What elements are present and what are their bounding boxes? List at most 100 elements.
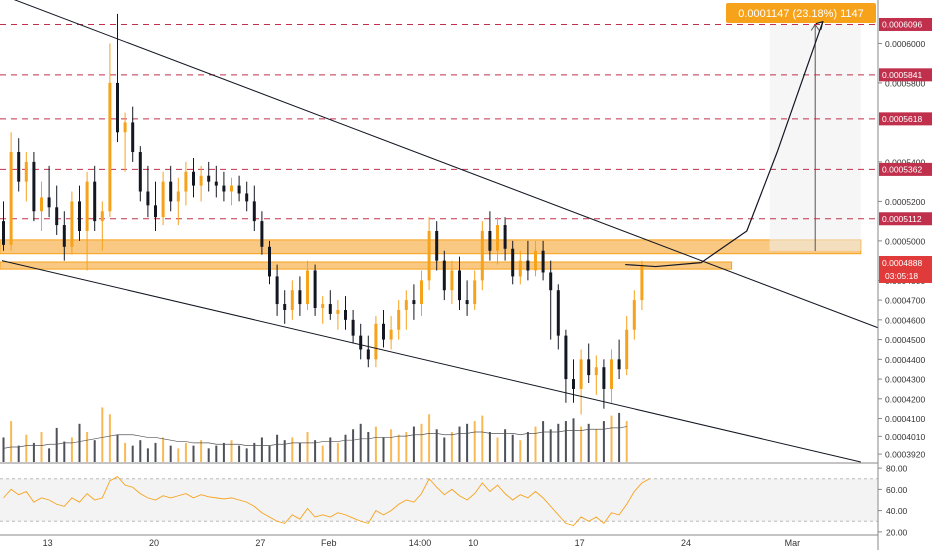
candle-body [306, 270, 309, 305]
volume-bar [466, 423, 469, 462]
volume-bar [314, 440, 317, 462]
candle-body [572, 379, 575, 389]
volume-bar [268, 445, 271, 462]
measure-label-box [726, 3, 876, 23]
volume-bar [481, 415, 484, 462]
rsi-tick-label: 60.00 [886, 485, 908, 495]
volume-bar [200, 440, 203, 462]
volume-bar [557, 423, 560, 462]
candle-body [458, 270, 461, 301]
volume-bar [359, 423, 362, 462]
trendline-0 [13, 0, 899, 337]
candle-body [488, 231, 492, 251]
candle-body [503, 225, 507, 249]
candle-body [351, 319, 355, 336]
volume-bar [86, 432, 89, 462]
candle-body [389, 329, 393, 340]
volume-bar [32, 442, 35, 462]
volume-bar [230, 440, 233, 462]
level-price-tag-1 [879, 68, 932, 82]
volume-bar [124, 442, 127, 462]
zone-1 [0, 261, 733, 270]
candle-body [450, 270, 454, 291]
trendlines[interactable] [0, 0, 899, 463]
volume-bar [162, 437, 165, 462]
rsi-tick-label: 40.00 [886, 506, 908, 516]
volume-bar [336, 442, 339, 462]
current-price-label: 0.0004888 [882, 258, 922, 268]
candle-body [85, 181, 89, 231]
candle-body [154, 205, 157, 218]
time-tick-label: Feb [321, 538, 337, 548]
candle-body [404, 300, 408, 310]
volume-bar [405, 432, 408, 462]
candles [2, 13, 644, 415]
candle-body [594, 367, 598, 376]
candle-body [199, 175, 203, 186]
candle-body [290, 290, 294, 310]
volume-bar [116, 434, 119, 462]
candle-body [252, 201, 256, 222]
candle-body [617, 359, 621, 370]
price-tick-label: 0.0006000 [885, 39, 925, 49]
projection-arrow-head [815, 20, 824, 30]
time-tick-label: Mar [785, 538, 801, 548]
volume-ma-line [3, 426, 627, 449]
volume-bar [564, 421, 567, 462]
volume-bar [70, 437, 73, 462]
rsi-band [0, 478, 878, 522]
volume-bar [625, 421, 628, 462]
candle-body [9, 152, 13, 245]
volume-bar [420, 423, 423, 462]
volume-bar [610, 415, 613, 462]
volume-bar [245, 448, 248, 462]
candle-body [625, 329, 629, 370]
candle-body [511, 248, 515, 277]
volume-bar [78, 423, 81, 462]
candle-body [268, 246, 271, 277]
price-tick-label: 0.0005400 [885, 157, 925, 167]
volume-bar [253, 442, 256, 462]
volume-bar [542, 421, 545, 462]
candle-body [298, 290, 302, 305]
candle-body [420, 280, 423, 305]
level-price-tag-4 [879, 212, 932, 226]
time-tick-label: 10 [468, 538, 478, 548]
volume-bar [192, 445, 195, 462]
candle-body [161, 181, 165, 218]
time-tick-label: 17 [575, 538, 585, 548]
candle-body [138, 152, 142, 192]
volume-bar [390, 429, 393, 462]
volume-bar [458, 426, 461, 462]
candle-body [275, 276, 279, 305]
projection-path [625, 21, 824, 268]
time-tick-label: 24 [681, 538, 691, 548]
volume-bar [40, 432, 43, 462]
candle-body [366, 349, 370, 360]
volume-bar [450, 432, 453, 462]
volume-bar [572, 418, 575, 462]
time-axis[interactable]: 13 20 27 Feb 14:00 10 17 24 Mar [0, 534, 878, 548]
candle-body [526, 260, 530, 271]
candle-body [62, 225, 66, 247]
volume-bar [184, 442, 187, 462]
candle-body [465, 300, 469, 305]
candle-body [176, 191, 180, 202]
volume-bar [587, 423, 590, 462]
volume-bar [291, 437, 294, 462]
volume-bar [101, 407, 104, 462]
volume-bar [306, 432, 309, 462]
volume-bar [549, 429, 552, 462]
volume-bar [321, 445, 324, 462]
volume-bar [329, 437, 332, 462]
candle-body [518, 260, 522, 277]
measure-tool[interactable]: 0.0001147 (23.18%) 1147 [726, 3, 876, 251]
volume-bar [526, 432, 529, 462]
price-tick-label: 0.0004010 [885, 432, 925, 442]
volume-bar [177, 448, 180, 462]
volume-bar [48, 448, 51, 462]
rsi-pane [0, 462, 932, 527]
volume-bar [139, 440, 142, 462]
candle-body [32, 161, 36, 212]
